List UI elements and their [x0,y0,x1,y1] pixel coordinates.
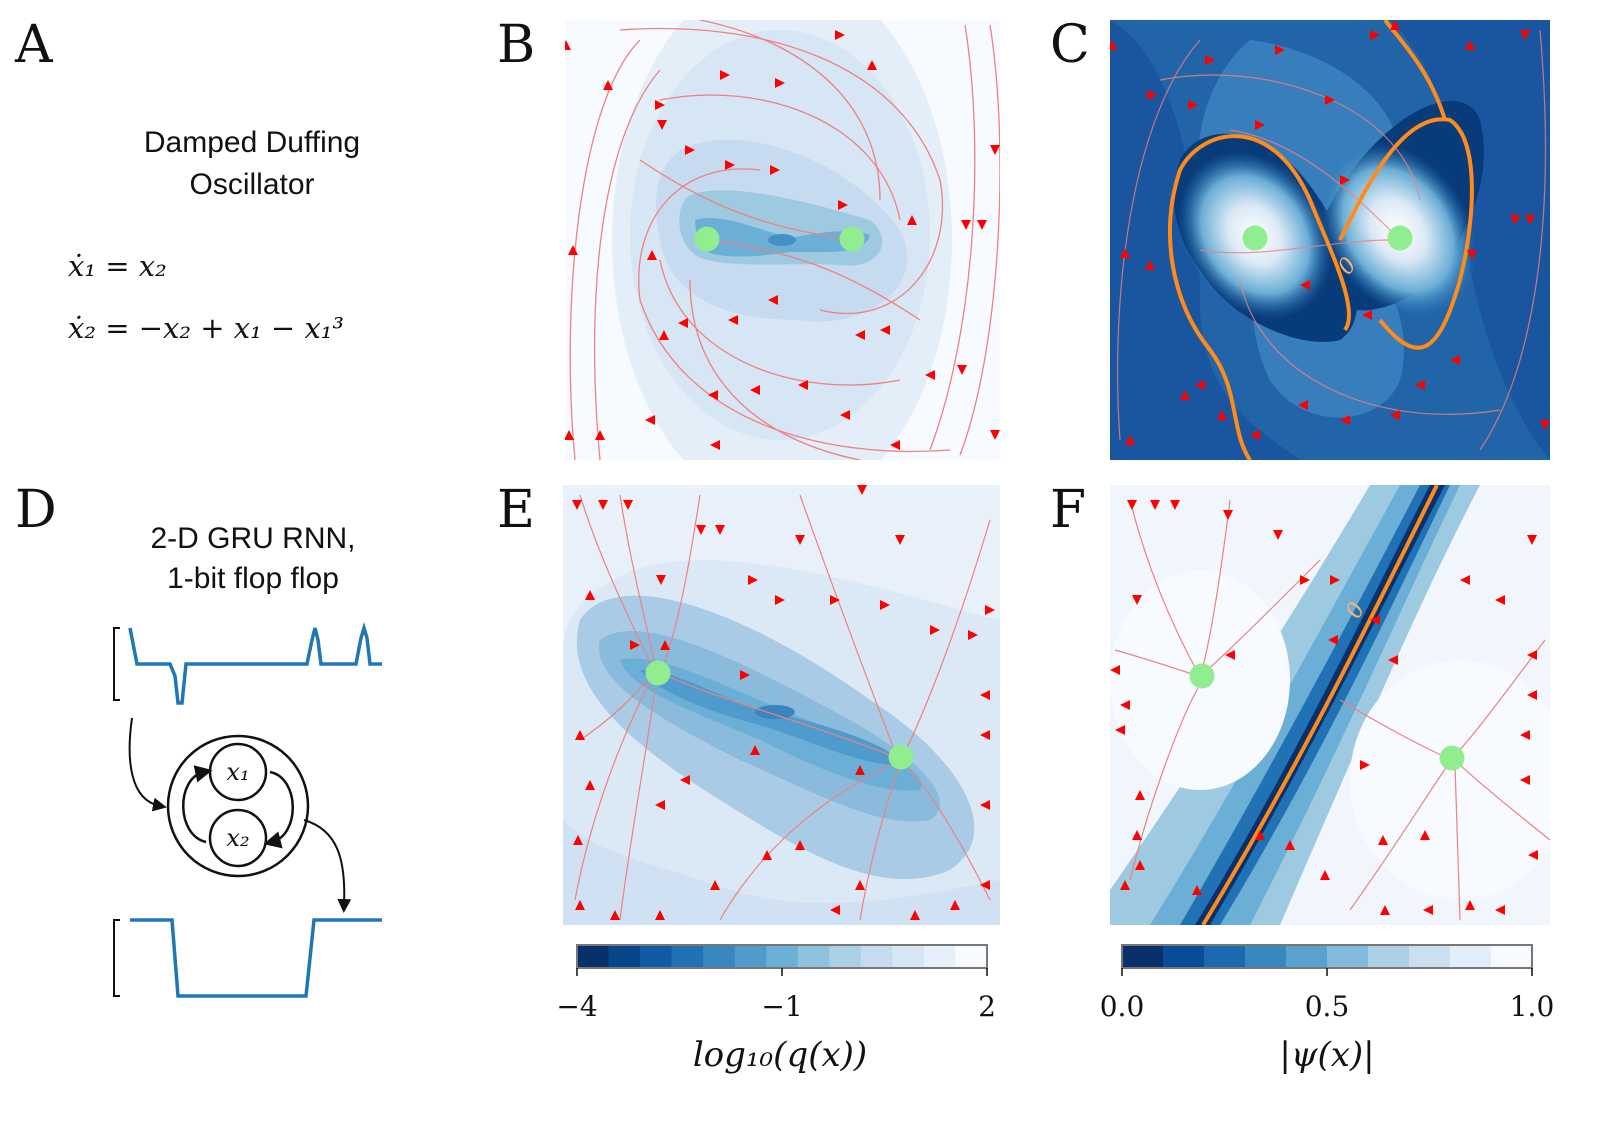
output-scale-bracket [113,919,120,997]
colorbar-e-tick-label: 2 [978,990,996,1023]
panel-d-title-line1: 2-D GRU RNN, [150,522,355,555]
colorbar-f-swatch [1450,945,1492,968]
panel-f-plot: 0 [1110,485,1550,925]
colorbar-e-swatch [766,945,799,968]
colorbar-e-swatches [577,945,988,968]
colorbar-e-swatch [671,945,704,968]
panel-f-fixed-point-right [1439,745,1465,771]
colorbar-f-tick-label: 1.0 [1510,990,1555,1023]
panel-b-streamlines [569,20,1000,460]
panel-b-plot [565,20,1000,460]
recurrent-arrow-right [263,770,294,849]
panel-c-zero-contour-left [1168,134,1351,460]
colorbar-e-swatch [577,945,610,968]
output-signal-trace [130,918,382,998]
colorbar-e-tick-label: −1 [761,990,802,1023]
input-arrow [128,717,167,812]
panel-a-title-line2: Oscillator [189,168,314,201]
panel-e-fixed-point-right [888,744,914,770]
panel-c-fixed-point-right [1387,225,1413,251]
panel-label-e: E [497,480,535,540]
panel-label-d: D [15,480,57,540]
colorbar-e-swatch [955,945,988,968]
colorbar-e-tick-label: −4 [556,990,597,1023]
colorbar-f-swatch [1286,945,1328,968]
colorbar-f-swatches [1122,945,1533,968]
colorbar-f-swatch [1245,945,1287,968]
panel-label-f: F [1050,480,1086,540]
panel-e-fixed-point-left [645,660,671,686]
gru-diagram: x₁ x₂ [113,621,382,998]
panel-c-fixed-point-left [1242,225,1268,251]
colorbar-e-swatch [923,945,956,968]
panel-e-plot [563,485,1000,925]
panel-b-fixed-point-right [839,226,865,252]
input-scale-bracket [113,627,120,701]
colorbar-f-swatch [1409,945,1451,968]
colorbar-f-tick-label: 0.0 [1100,990,1145,1023]
panel-label-b: B [497,15,535,75]
panel-a-title-line1: Damped Duffing [144,126,360,159]
panel-c-arrows [1110,20,1550,445]
colorbar-f-tick-label: 0.5 [1305,990,1350,1023]
colorbar-e-label: log₁₀(q(x)) [693,1035,867,1075]
output-arrow [303,819,352,913]
input-signal-trace [128,621,382,705]
panel-f-arrows [1110,500,1538,915]
panel-c-plot: 0 [1110,20,1550,460]
panel-e-streamlines [574,494,991,921]
colorbar-f-swatch [1327,945,1369,968]
rnn-outer-circle [166,734,310,878]
colorbar-f-swatch [1491,945,1533,968]
equation-1: ẋ₁ = x₂ [68,249,167,283]
colorbar-f-swatch [1163,945,1205,968]
colorbar-e-swatch [860,945,893,968]
equation-2: ẋ₂ = −x₂ + x₁ − x₁³ [68,311,344,345]
panel-label-c: C [1050,15,1090,75]
colorbar-f-swatch [1122,945,1164,968]
colorbar-e-swatch [892,945,925,968]
panel-d-title-line2: 1-bit flop flop [167,562,339,595]
panel-c-streamlines [1117,29,1547,451]
colorbar-f-label: |ψ(x)| [1279,1035,1374,1075]
colorbar-e-swatch [734,945,767,968]
colorbar-f-swatch [1368,945,1410,968]
colorbar-e: −4 −1 2 log₁₀(q(x)) [556,944,996,1075]
panel-e-arrows [572,485,995,920]
panel-b-fixed-point-left [694,226,720,252]
node-x2-label: x₂ [226,824,249,852]
panel-label-a: A [14,15,54,75]
panel-b-arrows [565,30,1000,450]
colorbar-f-swatch [1204,945,1246,968]
panel-f-zero-contour [1201,485,1439,925]
colorbar-e-swatch [703,945,736,968]
colorbar-e-swatch [797,945,830,968]
recurrent-arrow-left [182,765,213,844]
node-x1-label: x₁ [226,758,249,786]
panel-c-zero-contour-right [1338,20,1474,350]
colorbar-e-swatch [640,945,673,968]
colorbar-f: 0.0 0.5 1.0 |ψ(x)| [1100,944,1555,1075]
colorbar-e-swatch [608,945,641,968]
panel-f-fixed-point-left [1189,663,1215,689]
colorbar-e-swatch [829,945,862,968]
